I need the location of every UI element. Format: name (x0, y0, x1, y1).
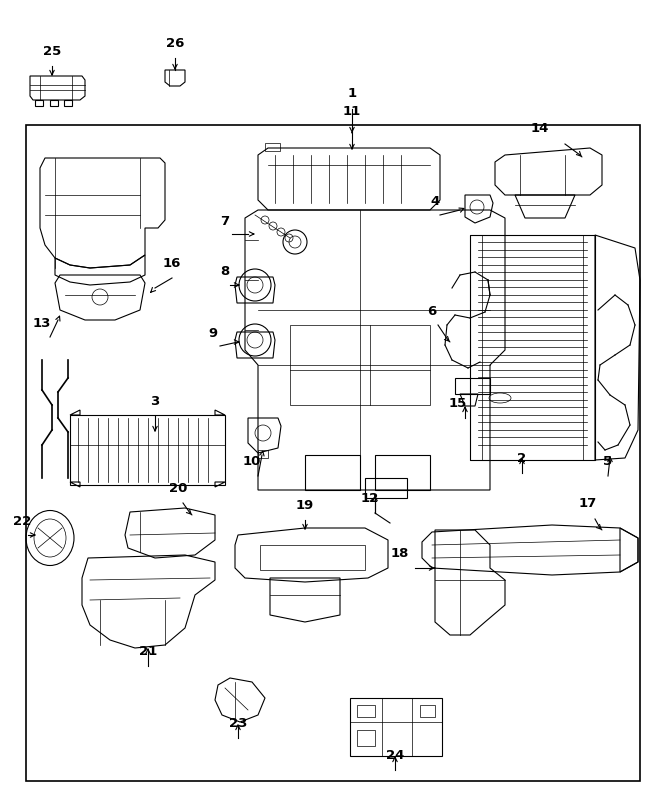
Bar (35, 100, 43, 106)
Bar (470, 235, 595, 460)
Text: 26: 26 (166, 37, 184, 50)
Text: 8: 8 (220, 265, 229, 278)
Bar (365, 478, 407, 498)
Bar (357, 730, 375, 746)
Bar (305, 455, 360, 490)
Text: 11: 11 (343, 105, 361, 118)
Text: 9: 9 (209, 327, 218, 340)
Bar (357, 705, 375, 717)
Text: 7: 7 (220, 215, 229, 228)
Bar (258, 450, 268, 458)
Text: 17: 17 (579, 497, 597, 510)
Text: 13: 13 (32, 317, 51, 330)
Text: 19: 19 (296, 499, 314, 512)
Text: 14: 14 (531, 122, 549, 135)
Bar (290, 325, 430, 405)
Bar (50, 100, 58, 106)
Text: 18: 18 (391, 547, 410, 560)
Text: 21: 21 (139, 645, 157, 658)
Text: 23: 23 (229, 717, 247, 730)
Text: 5: 5 (603, 455, 612, 468)
Bar (260, 545, 365, 570)
Text: 4: 4 (430, 195, 439, 208)
Text: 16: 16 (162, 257, 181, 270)
Text: 22: 22 (13, 515, 31, 528)
Text: 15: 15 (449, 397, 467, 410)
Text: 20: 20 (169, 482, 187, 495)
Bar (455, 378, 490, 394)
Text: 25: 25 (43, 45, 61, 58)
Text: 3: 3 (150, 395, 160, 408)
Bar (470, 235, 482, 460)
Text: 6: 6 (428, 305, 437, 318)
Bar (26, 125, 640, 781)
Bar (64, 100, 72, 106)
Text: 2: 2 (517, 452, 526, 465)
Text: 1: 1 (348, 87, 357, 100)
Text: 10: 10 (243, 455, 261, 468)
Text: 12: 12 (361, 492, 379, 505)
Bar (375, 455, 430, 490)
Bar (350, 698, 442, 756)
Bar (420, 705, 435, 717)
Text: 24: 24 (386, 749, 404, 762)
Bar (583, 235, 595, 460)
Bar (265, 143, 280, 151)
Bar (70, 415, 225, 485)
